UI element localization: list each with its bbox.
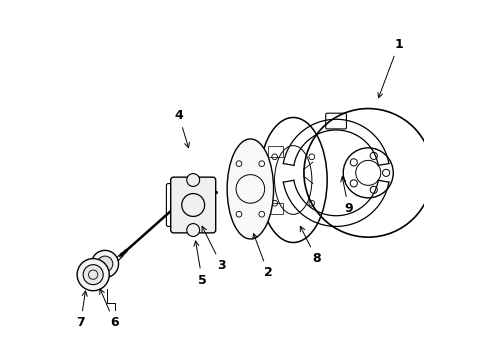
Text: 9: 9 xyxy=(341,177,353,215)
Circle shape xyxy=(187,224,199,237)
Text: 6: 6 xyxy=(100,289,119,329)
Text: 4: 4 xyxy=(174,109,190,148)
Text: 5: 5 xyxy=(194,241,206,287)
Text: 2: 2 xyxy=(253,234,272,279)
Circle shape xyxy=(77,258,109,291)
Text: 1: 1 xyxy=(378,38,403,98)
FancyBboxPatch shape xyxy=(171,177,216,233)
Circle shape xyxy=(83,265,103,285)
Circle shape xyxy=(92,250,119,278)
Text: 8: 8 xyxy=(300,226,321,265)
Text: 3: 3 xyxy=(202,226,226,272)
Ellipse shape xyxy=(227,139,273,239)
Circle shape xyxy=(187,174,199,186)
Text: 7: 7 xyxy=(76,291,87,329)
Circle shape xyxy=(97,256,113,272)
